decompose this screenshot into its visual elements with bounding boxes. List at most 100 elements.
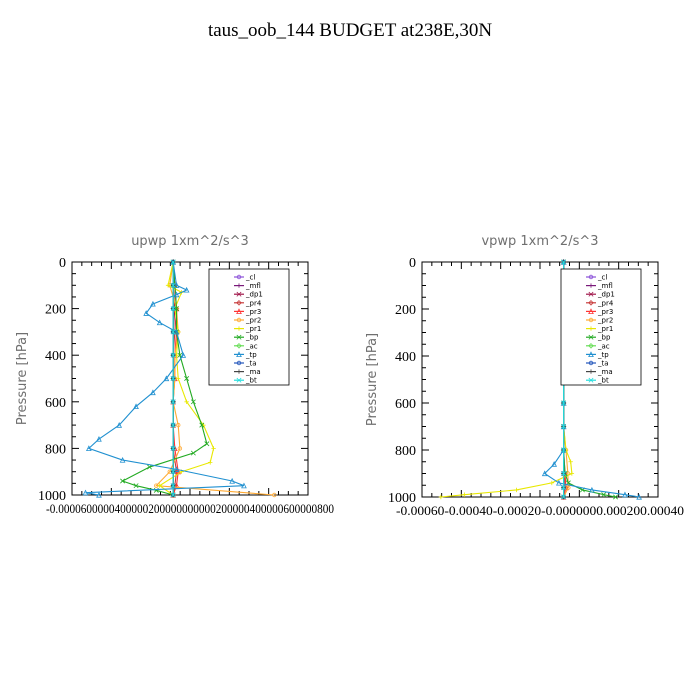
data-point [541, 470, 548, 477]
legend-marker [236, 351, 242, 357]
legend-marker [588, 369, 594, 374]
legend-label: _ac [597, 342, 610, 350]
data-point [165, 283, 171, 288]
legend-marker [588, 360, 594, 366]
data-point [86, 445, 92, 451]
legend-marker [236, 291, 242, 297]
data-point [229, 477, 235, 484]
page-title: taus_oob_144 BUDGET at238E,30N [207, 20, 493, 41]
y-tick-label: 600 [45, 396, 66, 411]
data-point [133, 483, 139, 489]
data-point [589, 486, 595, 493]
data-point [622, 491, 628, 498]
legend-label: _pr4 [597, 299, 614, 307]
data-point [170, 376, 176, 381]
legend-label: _pr3 [597, 308, 613, 316]
y-tick-label: 400 [395, 350, 416, 365]
data-point [96, 491, 102, 498]
legend-label: _ta [597, 360, 609, 368]
y-tick-label: 0 [409, 256, 416, 271]
series-group [82, 258, 277, 498]
legend-label: _ac [245, 342, 258, 350]
legend-marker [236, 300, 242, 306]
data-point [514, 487, 519, 493]
x-tick-labels: -0.00060-0.00040-0.00020-0.0000000.00020… [396, 503, 684, 518]
data-point [204, 441, 210, 447]
legend-label: _pr1 [245, 325, 261, 333]
upwp-chart: upwp 1xm^2/s^3 Pressure [hPa] 0 200 400 600 80… [15, 234, 334, 516]
data-point [116, 422, 123, 428]
legend-marker [236, 317, 242, 323]
y-tick-label: 600 [395, 397, 416, 412]
data-point [173, 466, 180, 472]
legend-label: _pr2 [597, 317, 613, 325]
data-point [170, 445, 176, 451]
data-point [173, 282, 180, 288]
legend: _cl_mfl_dp1_pr4_pr3_pr2_pr1_bp_ac_tp_ta_… [208, 268, 290, 386]
legend-marker [236, 283, 242, 288]
legend-label: _cl [597, 274, 607, 282]
data-point [150, 300, 156, 307]
data-point [636, 493, 642, 500]
data-point [170, 469, 176, 475]
data-point [561, 471, 567, 476]
data-point [170, 306, 176, 312]
data-point [190, 450, 196, 456]
legend-box [560, 268, 642, 386]
data-point [566, 485, 571, 490]
legend-marker [588, 326, 594, 331]
legend-label: _dp1 [245, 291, 263, 299]
data-point [556, 479, 562, 486]
series-line [158, 261, 215, 496]
data-point [569, 471, 575, 476]
data-point [561, 494, 567, 500]
data-point [211, 446, 216, 451]
data-point [170, 483, 176, 489]
legend: _cl_mfl_dp1_pr4_pr3_pr2_pr1_bp_ac_tp_ta_… [560, 268, 642, 386]
data-point [551, 461, 558, 467]
data-point [199, 422, 205, 428]
y-tick-label: 800 [45, 442, 66, 457]
y-tick-label: 200 [395, 303, 416, 318]
series-bp [120, 259, 210, 498]
data-point [561, 424, 567, 429]
data-point [156, 319, 163, 326]
data-point [561, 447, 567, 453]
chart-title: vpwp 1xm^2/s^3 [481, 234, 598, 249]
legend-label: _bp [597, 334, 611, 342]
legend-marker [236, 326, 242, 331]
data-point [170, 399, 176, 405]
series-line [155, 261, 275, 496]
data-point [561, 259, 567, 265]
data-point [176, 376, 181, 381]
legend-box [208, 268, 290, 386]
data-point [119, 456, 126, 463]
legend-marker [236, 343, 242, 349]
legend-marker [588, 377, 594, 383]
y-tick-label: 200 [45, 303, 66, 318]
data-point [601, 492, 607, 498]
data-point [175, 422, 181, 428]
legend-label: _ta [245, 360, 257, 368]
legend-label: _tp [245, 351, 257, 359]
legend-marker [588, 283, 594, 288]
data-point [170, 352, 176, 358]
legend-marker [236, 377, 242, 383]
legend-label: _mfl [597, 282, 613, 290]
data-point [561, 400, 567, 406]
legend-marker [588, 274, 594, 280]
vpwp-chart: vpwp 1xm^2/s^3 Pressure [hPa] 0 200 400 600 80… [365, 234, 684, 518]
legend-marker [588, 317, 594, 323]
data-point [170, 259, 176, 265]
data-point [549, 480, 554, 486]
data-point [82, 489, 89, 496]
data-point [613, 494, 619, 500]
data-point [173, 291, 180, 298]
legend-label: _ma [245, 368, 261, 376]
data-point [568, 459, 573, 464]
y-tick-label: 1000 [388, 491, 416, 506]
data-point [163, 375, 170, 382]
data-point [143, 310, 150, 316]
legend-marker [236, 369, 242, 374]
y-axis-label: Pressure [hPa] [15, 332, 30, 425]
